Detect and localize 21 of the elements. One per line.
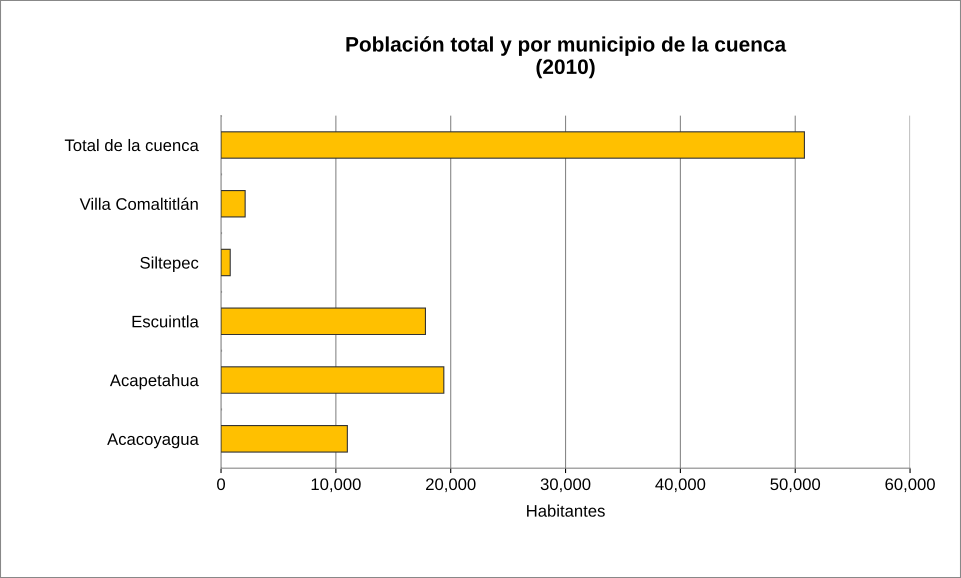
y-tick-label: Total de la cuenca	[64, 138, 199, 152]
x-tick-label: 50,000	[770, 478, 820, 492]
x-tick-label: 60,000	[885, 478, 935, 492]
x-tick-label: 0	[217, 478, 226, 490]
chart-title: Población total y por municipio de la cuenca (2010)	[346, 36, 786, 78]
y-tick-label: Villa Comaltitlán	[80, 198, 198, 210]
x-tick-label: 10,000	[312, 478, 361, 492]
y-tick-label: Siltepec	[140, 256, 198, 272]
x-tick-label: 30,000	[540, 478, 590, 492]
bar	[221, 425, 348, 453]
y-tick-label: Acapetahua	[110, 374, 199, 390]
bar	[221, 307, 426, 336]
x-axis-title: Habitantes	[527, 504, 605, 517]
y-tick-label: Acacoyagua	[107, 433, 199, 448]
y-tick-label: Escuintla	[132, 315, 199, 328]
bar	[221, 190, 246, 218]
bar	[221, 248, 231, 276]
bar	[221, 131, 805, 159]
x-tick-label: 20,000	[426, 478, 476, 492]
bar	[221, 366, 444, 394]
x-tick-label: 40,000	[655, 478, 706, 492]
